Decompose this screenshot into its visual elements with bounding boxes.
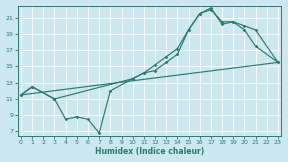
X-axis label: Humidex (Indice chaleur): Humidex (Indice chaleur) [95, 147, 204, 156]
